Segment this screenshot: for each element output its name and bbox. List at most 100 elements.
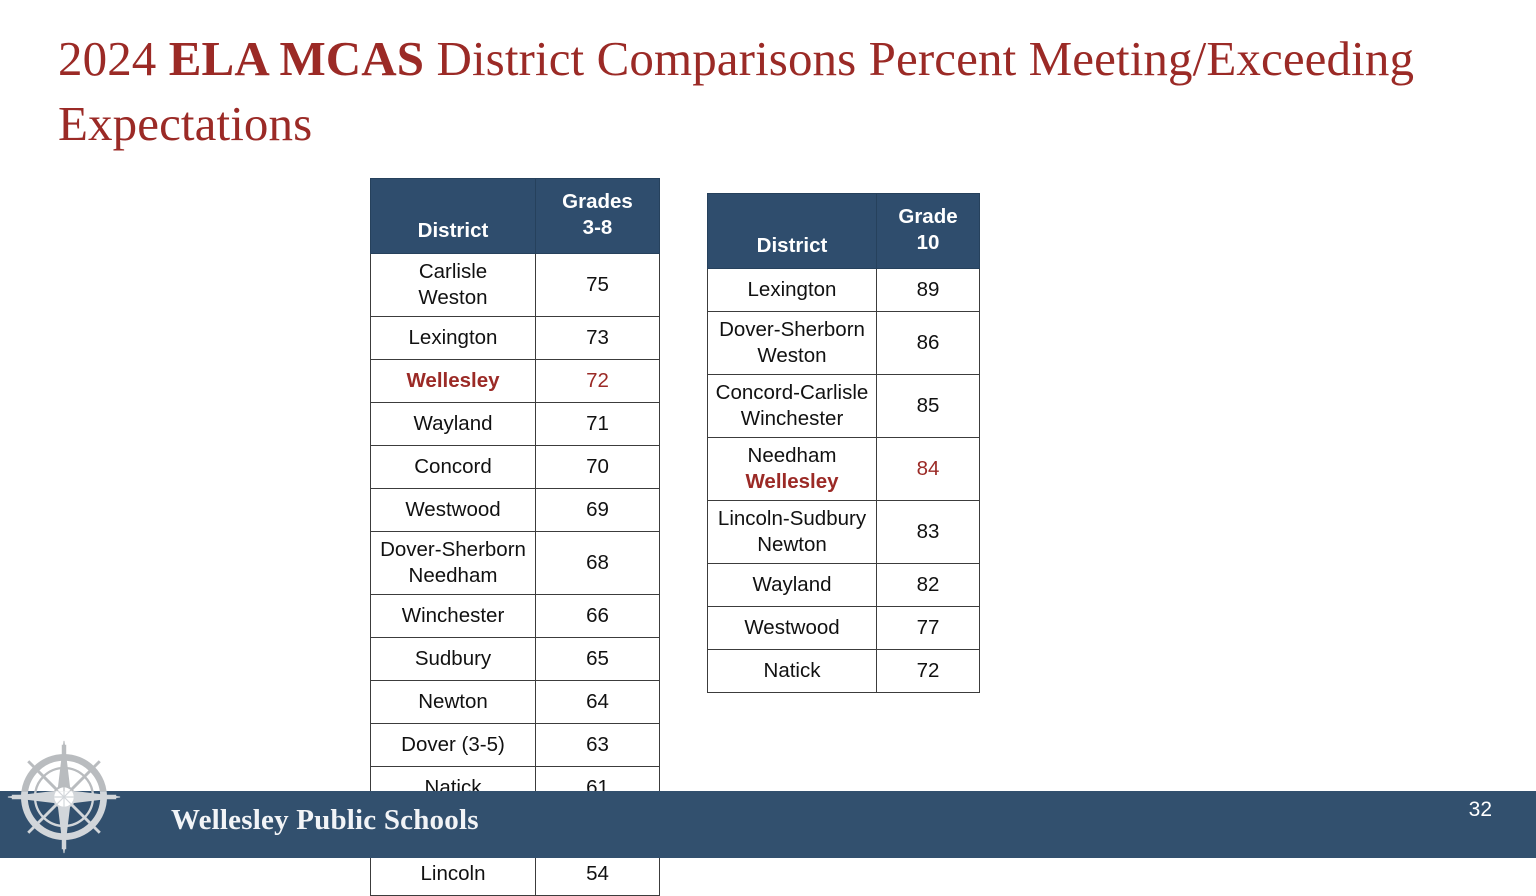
cell-district: Westwood	[707, 606, 877, 650]
cell-district: Carlisle Weston	[370, 253, 536, 317]
column-header-line2: 10	[916, 231, 940, 254]
cell-district: Natick	[707, 649, 877, 693]
cell-score: 83	[876, 500, 980, 564]
table-row: Wayland 71	[370, 402, 660, 446]
cell-district: Wellesley	[370, 359, 536, 403]
district-name: Lincoln	[420, 861, 486, 885]
cell-score: 72	[535, 359, 660, 403]
table-row: Wayland 82	[707, 563, 980, 607]
cell-score: 82	[876, 563, 980, 607]
district-name: Concord-Carlisle	[715, 380, 869, 404]
district-name: Lexington	[408, 325, 498, 349]
cell-district: Sudbury	[370, 637, 536, 681]
district-name-highlighted: Wellesley	[406, 368, 500, 392]
table-header-row: District Grades 3-8	[370, 178, 660, 254]
cell-score: 72	[876, 649, 980, 693]
cell-score: 84	[876, 437, 980, 501]
table-row: Concord-Carlisle Winchester 85	[707, 374, 980, 438]
cell-score: 85	[876, 374, 980, 438]
district-name: Dover (3-5)	[401, 732, 505, 756]
cell-district: Lincoln-Sudbury Newton	[707, 500, 877, 564]
district-name: Winchester	[401, 603, 505, 627]
cell-score: 66	[535, 594, 660, 638]
footer-org-name: Wellesley Public Schools	[171, 804, 479, 836]
table-row: Lexington 73	[370, 316, 660, 360]
table-row: Dover (3-5) 63	[370, 723, 660, 767]
cell-score: 75	[535, 253, 660, 317]
cell-district: Westwood	[370, 488, 536, 532]
table-row: Lincoln 54	[370, 852, 660, 896]
district-name: Wayland	[413, 411, 493, 435]
cell-district: Lincoln	[370, 852, 536, 896]
title-segment-rest: District Comparisons Percent Meeting/Exc…	[58, 31, 1415, 152]
table-row: Carlisle Weston 75	[370, 253, 660, 317]
table-grade-10: District Grade 10 Lexington 89 Dover-Sherb…	[707, 193, 980, 693]
table-row: Needham Wellesley 84	[707, 437, 980, 501]
table-row: Dover-Sherborn Weston 86	[707, 311, 980, 375]
table-row: Westwood 77	[707, 606, 980, 650]
district-name: Westwood	[744, 615, 840, 639]
cell-district: Dover-Sherborn Weston	[707, 311, 877, 375]
cell-score: 86	[876, 311, 980, 375]
table-row: Lexington 89	[707, 268, 980, 312]
cell-district: Dover (3-5)	[370, 723, 536, 767]
column-header-district: District	[370, 178, 536, 254]
cell-score: 69	[535, 488, 660, 532]
district-name: Lexington	[747, 277, 837, 301]
district-name: Newton	[418, 689, 488, 713]
table-row: Concord 70	[370, 445, 660, 489]
district-name: Dover-Sherborn	[380, 537, 526, 561]
table-row: Westwood 69	[370, 488, 660, 532]
district-name: Concord	[414, 454, 492, 478]
district-name: Westwood	[405, 497, 501, 521]
cell-score: 64	[535, 680, 660, 724]
district-name: Winchester	[740, 407, 844, 430]
cell-district: Winchester	[370, 594, 536, 638]
cell-district: Wayland	[707, 563, 877, 607]
table-row: Sudbury 65	[370, 637, 660, 681]
district-name: Weston	[757, 344, 827, 367]
column-header-line1: Grades	[562, 190, 633, 214]
cell-score: 77	[876, 606, 980, 650]
table-row: Lincoln-Sudbury Newton 83	[707, 500, 980, 564]
title-segment-year: 2024	[58, 31, 169, 86]
cell-district: Concord-Carlisle Winchester	[707, 374, 877, 438]
district-name: Lincoln-Sudbury	[717, 506, 867, 530]
table-row: Natick 72	[707, 649, 980, 693]
district-name: Natick	[763, 658, 821, 682]
district-name: Wayland	[752, 572, 832, 596]
cell-score: 71	[535, 402, 660, 446]
table-row: Winchester 66	[370, 594, 660, 638]
column-header-grade-10: Grade 10	[876, 193, 980, 269]
column-header-line2: 3-8	[582, 216, 613, 239]
cell-score: 73	[535, 316, 660, 360]
table-header-row: District Grade 10	[707, 193, 980, 269]
cell-score: 70	[535, 445, 660, 489]
cell-district: Dover-Sherborn Needham	[370, 531, 536, 595]
cell-district: Lexington	[707, 268, 877, 312]
table-row: Dover-Sherborn Needham 68	[370, 531, 660, 595]
cell-score: 89	[876, 268, 980, 312]
table-row: Newton 64	[370, 680, 660, 724]
cell-score: 54	[535, 852, 660, 896]
cell-district: Newton	[370, 680, 536, 724]
table-row: Wellesley 72	[370, 359, 660, 403]
slide-number: 32	[1468, 798, 1492, 821]
cell-score: 65	[535, 637, 660, 681]
district-name: Needham	[408, 564, 498, 587]
district-name: Dover-Sherborn	[719, 317, 865, 341]
district-name-highlighted: Wellesley	[745, 470, 839, 493]
column-header-grades-3-8: Grades 3-8	[535, 178, 660, 254]
district-name: Needham	[747, 443, 837, 467]
cell-district: Wayland	[370, 402, 536, 446]
title-segment-subject: ELA MCAS	[168, 31, 425, 86]
district-name: Weston	[418, 286, 488, 309]
page-title: 2024 ELA MCAS District Comparisons Perce…	[58, 26, 1458, 156]
cell-district: Needham Wellesley	[707, 437, 877, 501]
cell-district: Concord	[370, 445, 536, 489]
footer-bar	[0, 791, 1536, 858]
column-header-district: District	[707, 193, 877, 269]
district-name: Sudbury	[414, 646, 492, 670]
column-header-line1: Grade	[898, 205, 958, 229]
cell-score: 63	[535, 723, 660, 767]
